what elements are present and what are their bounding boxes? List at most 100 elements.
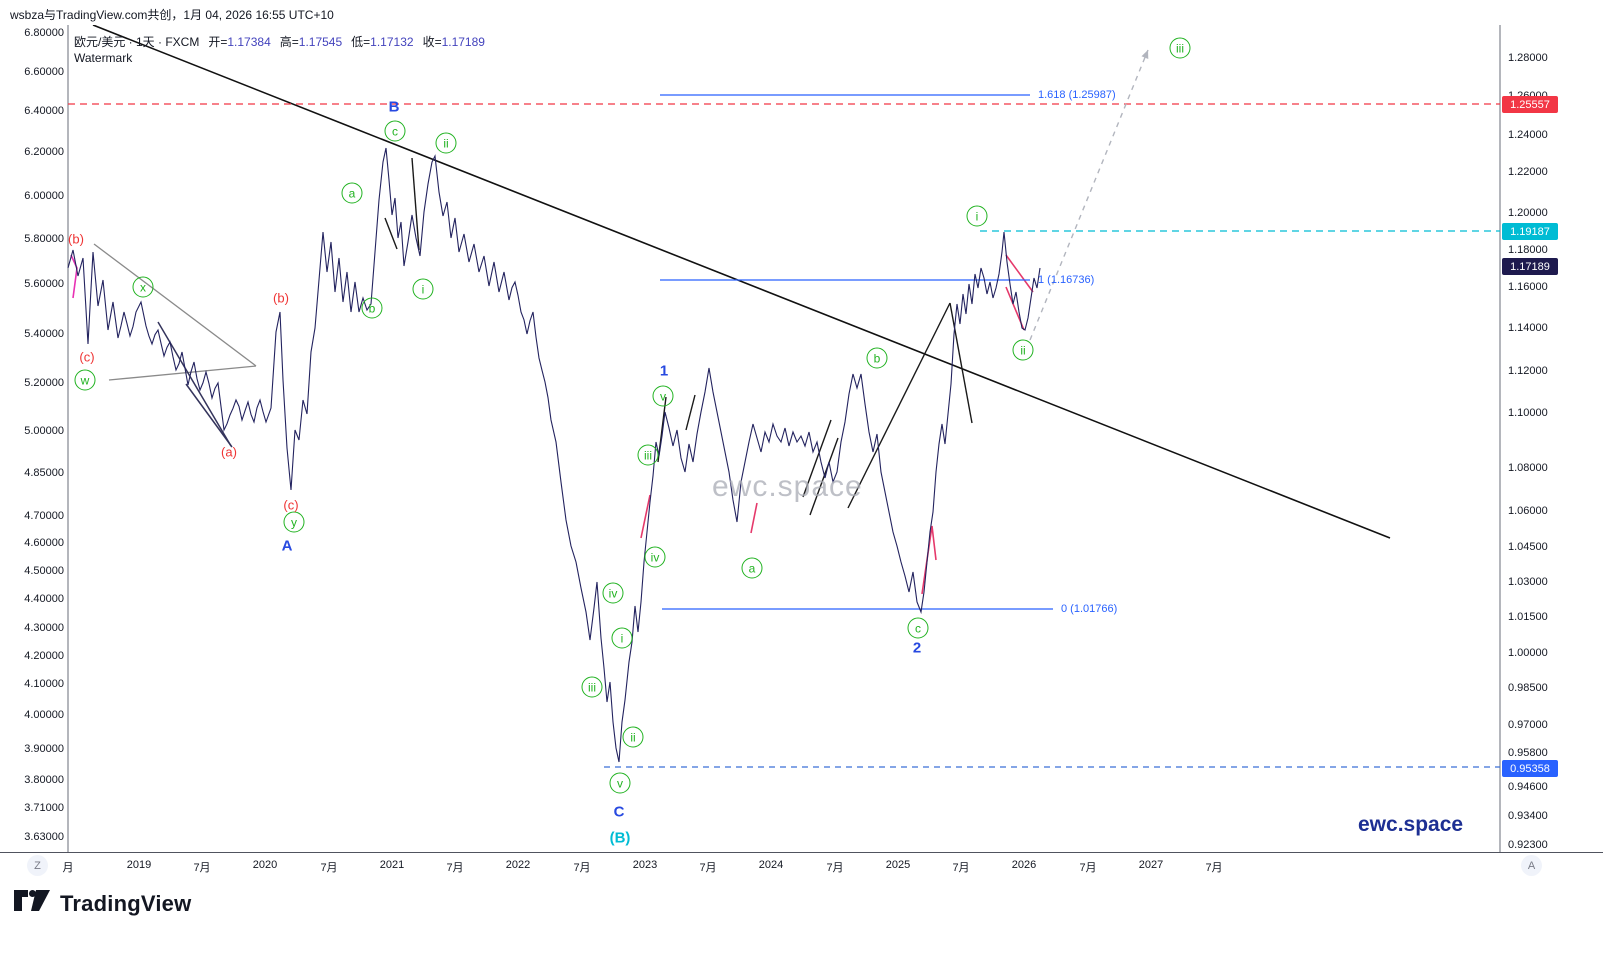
time-axis-tick[interactable]: 2022 bbox=[505, 859, 531, 871]
right-scale-tick[interactable]: 1.01500 bbox=[1508, 611, 1548, 623]
wedge-a1 bbox=[157, 321, 232, 447]
left-scale-tick[interactable]: 4.30000 bbox=[24, 622, 64, 634]
price-chart-canvas[interactable] bbox=[0, 25, 1603, 852]
time-axis-tick[interactable]: 2020 bbox=[252, 859, 278, 871]
timezone-button[interactable]: Z bbox=[27, 855, 48, 876]
wave-label-blue-B: B bbox=[388, 98, 400, 116]
right-scale-tick[interactable]: 0.93400 bbox=[1508, 810, 1548, 822]
tradingview-footer-logo[interactable]: TradingView bbox=[14, 890, 191, 918]
right-scale-tick[interactable]: 0.92300 bbox=[1508, 839, 1548, 851]
right-scale-tick[interactable]: 1.24000 bbox=[1508, 129, 1548, 141]
right-scale-tick[interactable]: 1.03000 bbox=[1508, 576, 1548, 588]
wave-label-circled-v: v bbox=[652, 385, 674, 407]
ewc-watermark-center: ewc.space bbox=[712, 470, 863, 503]
right-scale-tick[interactable]: 1.16000 bbox=[1508, 281, 1548, 293]
wave-label-circled-i: i bbox=[611, 627, 633, 649]
right-scale-tick[interactable]: 1.14000 bbox=[1508, 322, 1548, 334]
time-axis-tick[interactable]: 7月 bbox=[699, 862, 717, 874]
time-axis-tick[interactable]: 2026 bbox=[1011, 859, 1037, 871]
time-axis-tick[interactable]: 7月 bbox=[446, 862, 464, 874]
symbol-legend[interactable]: 欧元/美元 · 1天 · FXCM 开=1.17384 高=1.17545 低=1.1… bbox=[74, 33, 485, 50]
time-axis[interactable]: Z A 月 2019 7月 2020 7月 2021 7月 2022 7月 2023 7月 2024 7… bbox=[0, 852, 1603, 879]
time-axis-tick[interactable]: 7月 bbox=[826, 862, 844, 874]
seg-2024-b bbox=[802, 419, 832, 498]
left-scale-tick[interactable]: 3.90000 bbox=[24, 743, 64, 755]
chart-pane[interactable]: ewc.space 欧元/美元 · 1天 · FXCM 开=1.17384 高=1.… bbox=[0, 25, 1603, 852]
right-scale-tick[interactable]: 0.94600 bbox=[1508, 781, 1548, 793]
right-scale-tick[interactable]: 0.95800 bbox=[1508, 747, 1548, 759]
right-scale-tick[interactable]: 1.10000 bbox=[1508, 407, 1548, 419]
left-scale-tick[interactable]: 5.20000 bbox=[24, 377, 64, 389]
pink-left bbox=[70, 254, 78, 299]
wave-label-circled-w: w bbox=[74, 369, 96, 391]
right-scale-tick[interactable]: 0.97000 bbox=[1508, 719, 1548, 731]
price-level-badge: 1.19187 bbox=[1502, 223, 1558, 240]
time-axis-tick[interactable]: 2021 bbox=[379, 859, 405, 871]
time-axis-tick[interactable]: 7月 bbox=[573, 862, 591, 874]
wave-label-circled-b: b bbox=[361, 297, 383, 319]
wave-label-circled-a: a bbox=[741, 557, 763, 579]
right-scale-tick[interactable]: 1.12000 bbox=[1508, 365, 1548, 377]
watermark-label: Watermark bbox=[74, 51, 133, 65]
left-scale-tick[interactable]: 4.40000 bbox=[24, 593, 64, 605]
left-scale-tick[interactable]: 6.60000 bbox=[24, 66, 64, 78]
seg-2024-a bbox=[809, 437, 839, 516]
time-axis-tick[interactable]: 2025 bbox=[885, 859, 911, 871]
left-scale-tick[interactable]: 5.80000 bbox=[24, 233, 64, 245]
left-scale-tick[interactable]: 6.00000 bbox=[24, 190, 64, 202]
left-scale-tick[interactable]: 4.85000 bbox=[24, 467, 64, 479]
time-axis-tick[interactable]: 2024 bbox=[758, 859, 784, 871]
fib-level-label: 0 (1.01766) bbox=[1061, 603, 1118, 615]
right-scale-tick[interactable]: 1.18000 bbox=[1508, 244, 1548, 256]
time-axis-tick[interactable]: 2027 bbox=[1138, 859, 1164, 871]
time-axis-tick[interactable]: 2019 bbox=[126, 859, 152, 871]
left-scale-tick[interactable]: 4.20000 bbox=[24, 650, 64, 662]
time-axis-tick[interactable]: 7月 bbox=[1205, 862, 1223, 874]
wave-label-blue-2: 2 bbox=[912, 639, 922, 657]
left-scale-tick[interactable]: 3.80000 bbox=[24, 774, 64, 786]
time-axis-tick[interactable]: 2023 bbox=[632, 859, 658, 871]
pink-2022 bbox=[640, 494, 651, 539]
right-scale-tick[interactable]: 1.04500 bbox=[1508, 541, 1548, 553]
legend-field-label: 低= bbox=[351, 35, 371, 49]
left-scale-tick[interactable]: 4.00000 bbox=[24, 709, 64, 721]
left-scale-tick[interactable]: 5.00000 bbox=[24, 425, 64, 437]
left-scale-tick[interactable]: 4.50000 bbox=[24, 565, 64, 577]
tradingview-logo-text: TradingView bbox=[60, 891, 192, 916]
time-axis-tick[interactable]: 7月 bbox=[1079, 862, 1097, 874]
auto-scale-button[interactable]: A bbox=[1521, 855, 1542, 876]
left-scale-tick[interactable]: 3.63000 bbox=[24, 831, 64, 843]
right-scale-tick[interactable]: 1.20000 bbox=[1508, 207, 1548, 219]
time-axis-tick[interactable]: 7月 bbox=[320, 862, 338, 874]
right-scale-tick[interactable]: 1.00000 bbox=[1508, 647, 1548, 659]
left-scale-tick[interactable]: 4.70000 bbox=[24, 510, 64, 522]
legend-field-value: 1.17384 bbox=[227, 35, 271, 49]
time-axis-tick[interactable]: 7月 bbox=[952, 862, 970, 874]
left-scale-tick[interactable]: 6.40000 bbox=[24, 105, 64, 117]
wave-label-circled-i: i bbox=[412, 278, 434, 300]
right-scale-tick[interactable]: 1.08000 bbox=[1508, 462, 1548, 474]
gray-channel-b bbox=[108, 365, 257, 381]
wave-label-circled-ii: ii bbox=[1012, 339, 1034, 361]
left-scale-tick[interactable]: 4.60000 bbox=[24, 537, 64, 549]
right-scale-tick[interactable]: 1.28000 bbox=[1508, 52, 1548, 64]
chan-2025-b bbox=[949, 302, 973, 424]
time-axis-tick[interactable]: 月 bbox=[62, 862, 74, 874]
price-level-badge: 0.95358 bbox=[1502, 760, 1558, 777]
left-scale-tick[interactable]: 5.60000 bbox=[24, 278, 64, 290]
left-scale-tick[interactable]: 4.10000 bbox=[24, 678, 64, 690]
left-scale-tick[interactable]: 6.20000 bbox=[24, 146, 64, 158]
left-scale-tick[interactable]: 5.40000 bbox=[24, 328, 64, 340]
wedge-a2 bbox=[185, 383, 233, 448]
pink-2025 bbox=[921, 525, 937, 595]
left-scale-tick[interactable]: 6.80000 bbox=[24, 27, 64, 39]
right-scale-tick[interactable]: 1.06000 bbox=[1508, 505, 1548, 517]
wave-label-circled-iii: iii bbox=[637, 444, 659, 466]
right-scale-tick[interactable]: 0.98500 bbox=[1508, 682, 1548, 694]
symbol-title: 欧元/美元 · 1天 · FXCM bbox=[74, 35, 200, 49]
right-scale-tick[interactable]: 1.22000 bbox=[1508, 166, 1548, 178]
fib-level-label: 1.618 (1.25987) bbox=[1038, 89, 1116, 101]
left-scale-tick[interactable]: 3.71000 bbox=[24, 802, 64, 814]
chan-2025-a bbox=[847, 302, 951, 509]
time-axis-tick[interactable]: 7月 bbox=[193, 862, 211, 874]
